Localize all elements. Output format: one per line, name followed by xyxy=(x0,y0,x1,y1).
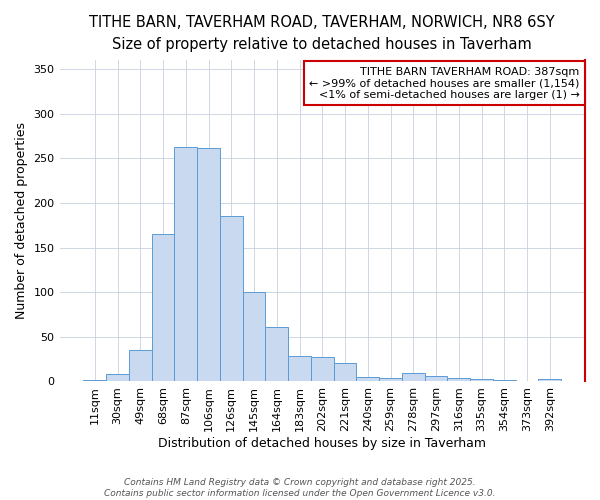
Bar xyxy=(265,327,288,382)
Bar xyxy=(83,380,106,382)
Bar xyxy=(106,374,129,382)
Bar xyxy=(425,376,448,382)
Bar xyxy=(311,358,334,382)
Bar xyxy=(220,216,242,382)
Bar xyxy=(493,380,515,382)
Bar xyxy=(152,234,175,382)
X-axis label: Distribution of detached houses by size in Taverham: Distribution of detached houses by size … xyxy=(158,437,486,450)
Bar xyxy=(538,379,561,382)
Bar xyxy=(129,350,152,382)
Bar xyxy=(288,356,311,382)
Bar xyxy=(470,379,493,382)
Bar xyxy=(356,377,379,382)
Bar xyxy=(242,292,265,382)
Bar xyxy=(379,378,402,382)
Bar xyxy=(175,147,197,382)
Y-axis label: Number of detached properties: Number of detached properties xyxy=(15,122,28,320)
Bar xyxy=(515,380,538,382)
Bar xyxy=(197,148,220,382)
Bar xyxy=(402,372,425,382)
Text: Contains HM Land Registry data © Crown copyright and database right 2025.
Contai: Contains HM Land Registry data © Crown c… xyxy=(104,478,496,498)
Title: TITHE BARN, TAVERHAM ROAD, TAVERHAM, NORWICH, NR8 6SY
Size of property relative : TITHE BARN, TAVERHAM ROAD, TAVERHAM, NOR… xyxy=(89,15,555,52)
Bar xyxy=(334,362,356,382)
Text: TITHE BARN TAVERHAM ROAD: 387sqm
← >99% of detached houses are smaller (1,154)
<: TITHE BARN TAVERHAM ROAD: 387sqm ← >99% … xyxy=(310,66,580,100)
Bar xyxy=(448,378,470,382)
